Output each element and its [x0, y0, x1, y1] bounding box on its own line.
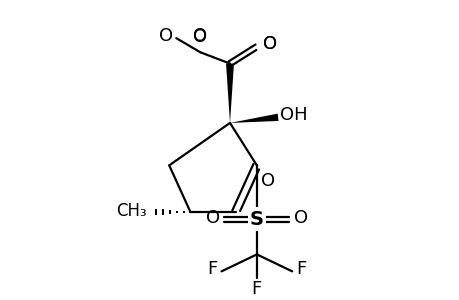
- Text: OH: OH: [280, 106, 307, 124]
- Text: F: F: [296, 260, 306, 278]
- Text: O: O: [158, 27, 173, 45]
- Text: O: O: [193, 27, 207, 45]
- Text: O: O: [261, 172, 275, 190]
- Text: O: O: [206, 209, 219, 227]
- Text: F: F: [251, 280, 262, 298]
- Text: O: O: [263, 35, 277, 53]
- Polygon shape: [225, 64, 234, 123]
- Polygon shape: [230, 114, 278, 123]
- Text: F: F: [207, 260, 217, 278]
- Text: O: O: [193, 28, 207, 46]
- Text: O: O: [263, 35, 277, 53]
- Text: CH₃: CH₃: [116, 202, 146, 220]
- Text: O: O: [293, 209, 307, 227]
- Text: S: S: [249, 210, 263, 229]
